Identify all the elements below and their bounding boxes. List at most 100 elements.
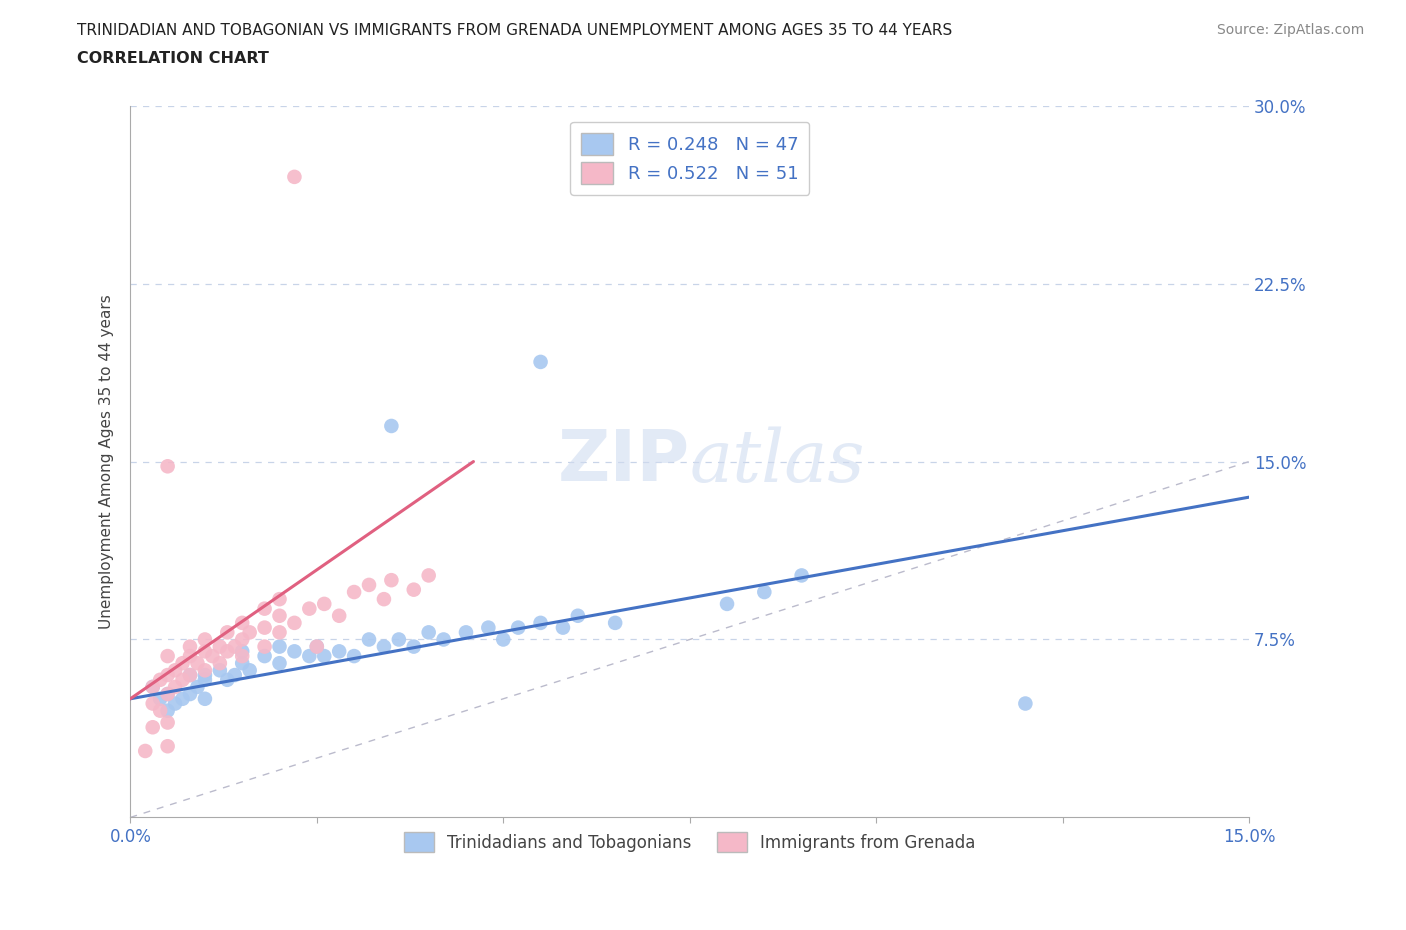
Point bbox=[165, 663, 187, 678]
Point bbox=[165, 696, 187, 711]
Point bbox=[194, 691, 217, 706]
Point bbox=[134, 744, 156, 759]
Text: CORRELATION CHART: CORRELATION CHART bbox=[77, 51, 269, 66]
Point bbox=[142, 680, 165, 695]
Point bbox=[172, 691, 194, 706]
Point bbox=[402, 582, 425, 597]
Point bbox=[179, 668, 201, 683]
Point bbox=[231, 644, 253, 658]
Point bbox=[790, 568, 813, 583]
Point bbox=[269, 591, 291, 606]
Point bbox=[149, 691, 172, 706]
Point bbox=[253, 639, 276, 654]
Point bbox=[357, 632, 380, 647]
Point bbox=[754, 585, 776, 600]
Point bbox=[156, 686, 179, 701]
Y-axis label: Unemployment Among Ages 35 to 44 years: Unemployment Among Ages 35 to 44 years bbox=[100, 294, 114, 629]
Point bbox=[156, 703, 179, 718]
Point bbox=[231, 632, 253, 647]
Text: atlas: atlas bbox=[690, 426, 865, 497]
Point bbox=[179, 686, 201, 701]
Point bbox=[179, 639, 201, 654]
Point bbox=[328, 644, 350, 658]
Point bbox=[186, 656, 208, 671]
Point bbox=[156, 648, 179, 663]
Point bbox=[269, 608, 291, 623]
Point bbox=[314, 648, 336, 663]
Point bbox=[253, 620, 276, 635]
Point bbox=[283, 616, 305, 631]
Point bbox=[156, 738, 179, 753]
Point bbox=[508, 620, 530, 635]
Point bbox=[231, 648, 253, 663]
Point bbox=[149, 672, 172, 687]
Point bbox=[231, 616, 253, 631]
Point bbox=[283, 169, 305, 184]
Point bbox=[373, 639, 395, 654]
Point bbox=[142, 696, 165, 711]
Point bbox=[328, 608, 350, 623]
Point bbox=[172, 656, 194, 671]
Point bbox=[269, 625, 291, 640]
Legend: Trinidadians and Tobagonians, Immigrants from Grenada: Trinidadians and Tobagonians, Immigrants… bbox=[398, 825, 983, 859]
Point bbox=[492, 632, 515, 647]
Point bbox=[380, 573, 402, 588]
Point bbox=[186, 680, 208, 695]
Point bbox=[529, 354, 551, 369]
Point bbox=[194, 644, 217, 658]
Point bbox=[298, 648, 321, 663]
Point bbox=[567, 608, 589, 623]
Point bbox=[1014, 696, 1036, 711]
Point bbox=[716, 596, 738, 611]
Point bbox=[194, 632, 217, 647]
Point bbox=[283, 644, 305, 658]
Point bbox=[253, 648, 276, 663]
Point bbox=[305, 639, 328, 654]
Point bbox=[156, 686, 179, 701]
Point bbox=[224, 668, 246, 683]
Point bbox=[208, 656, 231, 671]
Point bbox=[156, 458, 179, 473]
Point bbox=[217, 644, 239, 658]
Point bbox=[605, 616, 627, 631]
Point bbox=[201, 648, 224, 663]
Point bbox=[231, 656, 253, 671]
Point bbox=[239, 663, 262, 678]
Point bbox=[165, 680, 187, 695]
Point bbox=[208, 639, 231, 654]
Point bbox=[402, 639, 425, 654]
Point bbox=[224, 639, 246, 654]
Point bbox=[194, 672, 217, 687]
Point bbox=[298, 601, 321, 616]
Point bbox=[156, 715, 179, 730]
Point bbox=[357, 578, 380, 592]
Point bbox=[172, 672, 194, 687]
Point bbox=[551, 620, 574, 635]
Point bbox=[179, 668, 201, 683]
Point bbox=[418, 625, 440, 640]
Point bbox=[529, 616, 551, 631]
Point bbox=[194, 663, 217, 678]
Point bbox=[208, 663, 231, 678]
Point bbox=[269, 656, 291, 671]
Point bbox=[142, 680, 165, 695]
Point bbox=[179, 648, 201, 663]
Text: ZIP: ZIP bbox=[558, 427, 690, 496]
Text: TRINIDADIAN AND TOBAGONIAN VS IMMIGRANTS FROM GRENADA UNEMPLOYMENT AMONG AGES 35: TRINIDADIAN AND TOBAGONIAN VS IMMIGRANTS… bbox=[77, 23, 953, 38]
Point bbox=[454, 625, 477, 640]
Point bbox=[217, 625, 239, 640]
Point bbox=[156, 668, 179, 683]
Point bbox=[149, 703, 172, 718]
Point bbox=[373, 591, 395, 606]
Point bbox=[253, 601, 276, 616]
Text: Source: ZipAtlas.com: Source: ZipAtlas.com bbox=[1216, 23, 1364, 37]
Point bbox=[314, 596, 336, 611]
Point bbox=[380, 418, 402, 433]
Point bbox=[477, 620, 499, 635]
Point bbox=[269, 639, 291, 654]
Point bbox=[305, 639, 328, 654]
Point bbox=[239, 625, 262, 640]
Point bbox=[343, 648, 366, 663]
Point bbox=[217, 672, 239, 687]
Point bbox=[343, 585, 366, 600]
